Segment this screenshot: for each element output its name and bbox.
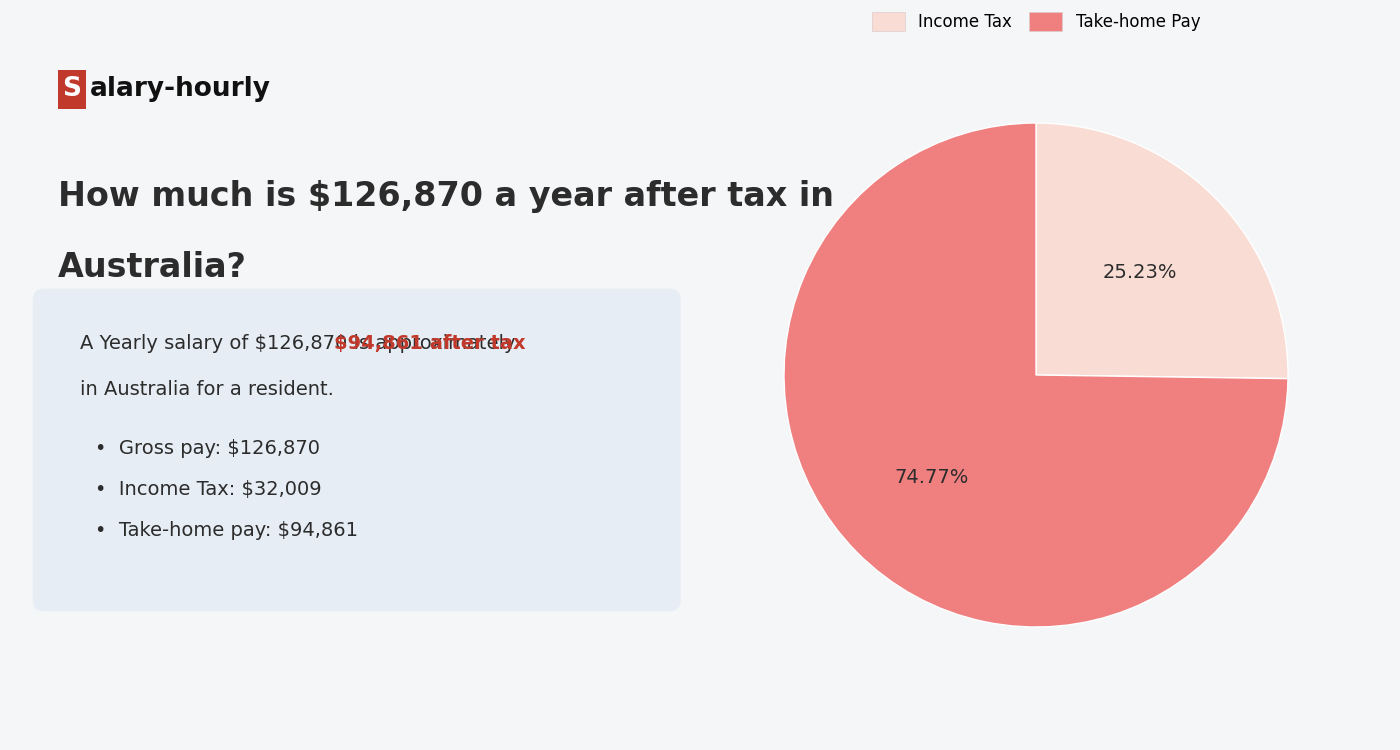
Wedge shape (1036, 123, 1288, 379)
Text: alary-hourly: alary-hourly (90, 76, 270, 102)
Text: 25.23%: 25.23% (1103, 263, 1177, 282)
Text: •  Gross pay: $126,870: • Gross pay: $126,870 (95, 439, 319, 458)
FancyBboxPatch shape (32, 289, 680, 611)
FancyBboxPatch shape (59, 70, 85, 109)
Wedge shape (784, 123, 1288, 627)
Text: S: S (63, 76, 81, 102)
Legend: Income Tax, Take-home Pay: Income Tax, Take-home Pay (865, 5, 1207, 38)
Text: $94,861 after tax: $94,861 after tax (335, 334, 525, 352)
Text: •  Income Tax: $32,009: • Income Tax: $32,009 (95, 480, 321, 499)
Text: 74.77%: 74.77% (895, 468, 969, 487)
Text: Australia?: Australia? (59, 251, 248, 284)
Text: How much is $126,870 a year after tax in: How much is $126,870 a year after tax in (59, 180, 834, 213)
Text: A Yearly salary of $126,870 is approximately: A Yearly salary of $126,870 is approxima… (80, 334, 522, 352)
Text: •  Take-home pay: $94,861: • Take-home pay: $94,861 (95, 521, 357, 540)
Text: in Australia for a resident.: in Australia for a resident. (80, 380, 335, 399)
